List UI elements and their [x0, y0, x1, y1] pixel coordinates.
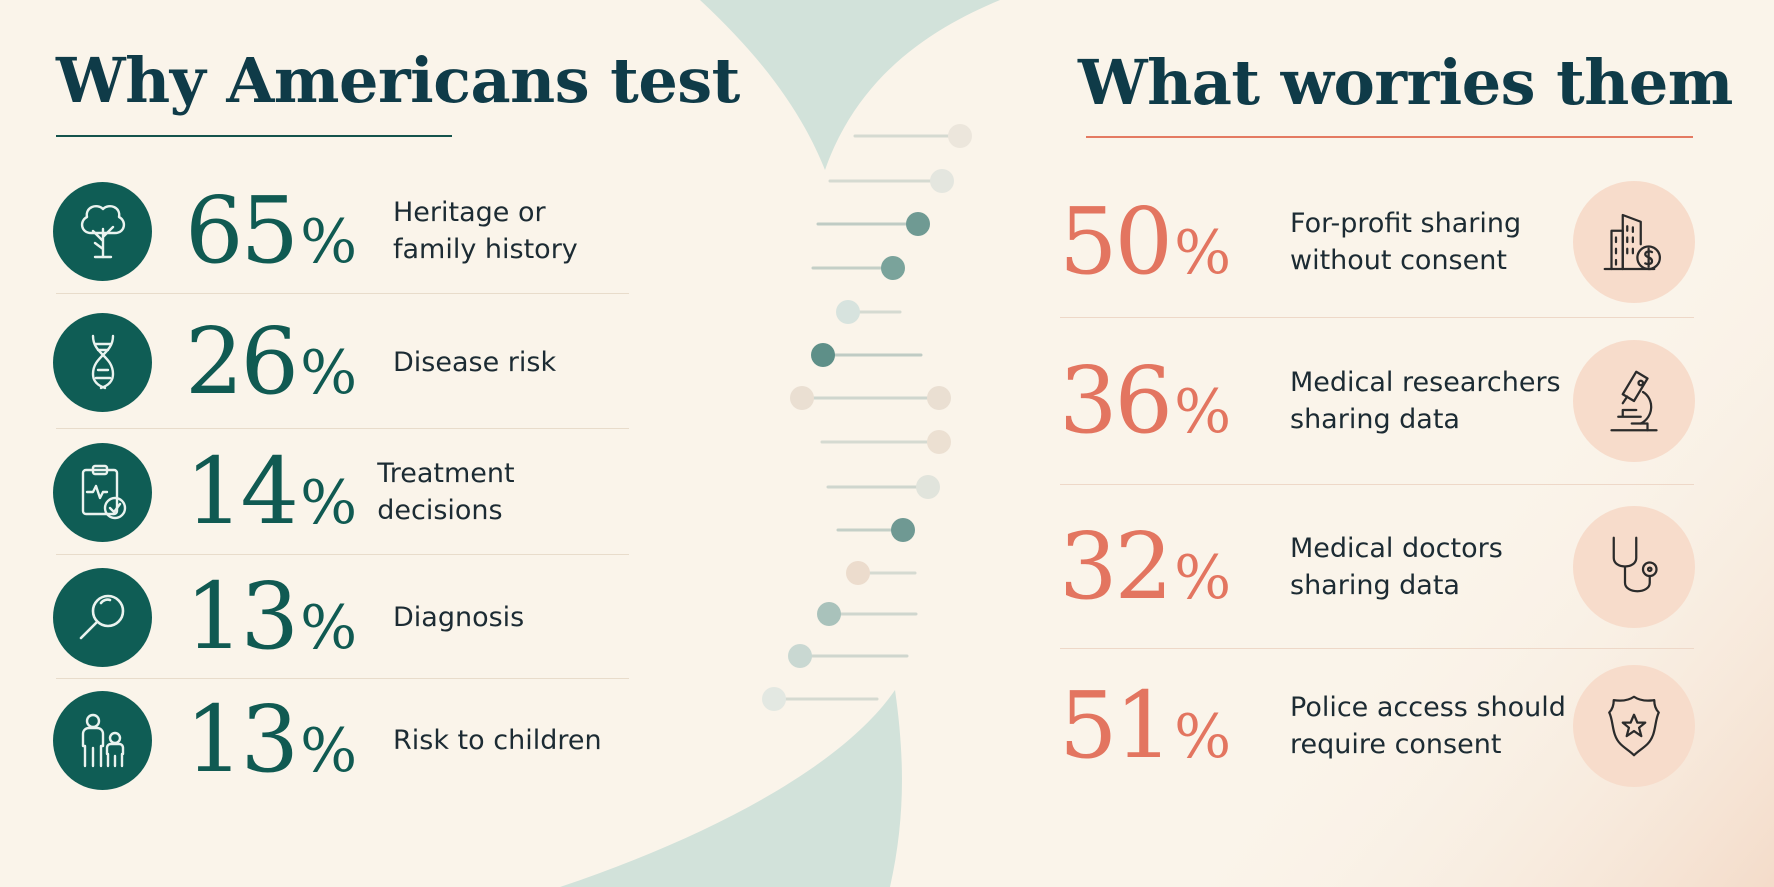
left-section-title: Why Americans test — [56, 44, 740, 117]
building-dollar-icon — [1573, 181, 1695, 303]
reason-label: Diagnosis — [393, 601, 525, 633]
row-divider — [1060, 317, 1694, 318]
row-divider — [1060, 484, 1694, 485]
helix-node — [788, 644, 812, 668]
parent-child-icon — [53, 690, 152, 790]
helix-node — [927, 430, 951, 454]
row-divider — [56, 293, 629, 294]
reason-label: Treatment decisions — [377, 458, 515, 526]
reason-row-disease-risk: 26% Disease risk — [53, 296, 628, 428]
left-title-underline — [56, 135, 452, 137]
helix-node — [811, 343, 835, 367]
dna-icon — [53, 312, 152, 412]
row-divider — [56, 554, 629, 555]
worry-percentage: 51% — [1059, 672, 1232, 779]
worry-row-doctors: 32% Medical doctors sharing data — [1059, 486, 1695, 648]
worry-row-researchers: 36% Medical researchers sharing data — [1059, 318, 1695, 484]
helix-strand-top — [700, 0, 1000, 170]
row-divider — [56, 678, 629, 679]
worry-label: Medical doctors sharing data — [1290, 533, 1503, 601]
helix-node — [948, 124, 972, 148]
helix-node — [891, 518, 915, 542]
reason-row-diagnosis: 13% Diagnosis — [53, 556, 628, 678]
reason-row-treatment: 14% Treatment decisions — [53, 430, 628, 554]
helix-node — [846, 561, 870, 585]
stethoscope-icon — [1573, 506, 1695, 628]
reason-percentage: 65% — [185, 177, 358, 284]
right-section-title: What worries them — [1078, 46, 1733, 119]
helix-node — [916, 475, 940, 499]
helix-node — [881, 256, 905, 280]
microscope-icon — [1573, 340, 1695, 462]
row-divider — [1060, 648, 1694, 649]
clipboard-check-icon — [53, 442, 152, 542]
helix-node — [906, 212, 930, 236]
worry-row-for-profit: 50% For-profit sharing without consent — [1059, 168, 1695, 316]
reason-percentage: 26% — [185, 308, 358, 415]
reason-percentage: 13% — [185, 686, 358, 793]
helix-node — [836, 300, 860, 324]
reason-percentage: 13% — [185, 563, 358, 670]
helix-node — [790, 386, 814, 410]
reason-row-heritage: 65% Heritage or family history — [53, 166, 628, 296]
reason-label: Disease risk — [393, 346, 557, 378]
helix-node — [762, 687, 786, 711]
helix-node — [927, 386, 951, 410]
helix-strand-bottom — [560, 690, 902, 887]
right-title-underline — [1086, 136, 1693, 138]
police-badge-icon — [1573, 665, 1695, 787]
magnifier-icon — [53, 567, 152, 667]
reason-label: Heritage or family history — [393, 197, 578, 265]
helix-node — [817, 602, 841, 626]
worry-label: Medical researchers sharing data — [1290, 367, 1561, 435]
worry-label: For-profit sharing without consent — [1290, 208, 1522, 276]
worry-row-police: 51% Police access should require consent — [1059, 650, 1695, 802]
reason-percentage: 14% — [185, 438, 358, 545]
helix-node — [930, 169, 954, 193]
reason-row-children: 13% Risk to children — [53, 680, 628, 800]
worry-percentage: 36% — [1059, 347, 1232, 454]
reason-label: Risk to children — [393, 724, 602, 756]
worry-percentage: 50% — [1059, 188, 1232, 295]
worry-percentage: 32% — [1059, 513, 1232, 620]
worry-label: Police access should require consent — [1290, 692, 1566, 760]
family-tree-icon — [53, 181, 152, 281]
row-divider — [56, 428, 629, 429]
